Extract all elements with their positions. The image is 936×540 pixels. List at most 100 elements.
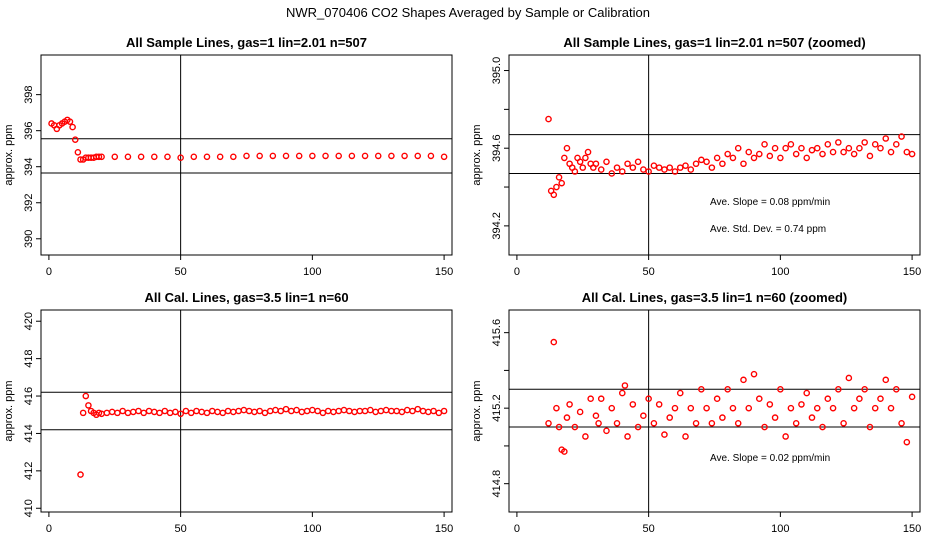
plot-frame — [508, 309, 921, 513]
data-point — [398, 408, 406, 416]
data-point — [319, 409, 327, 417]
data-point — [582, 154, 589, 162]
x-tick-label: 150 — [903, 266, 921, 278]
data-point — [435, 409, 443, 417]
data-point — [561, 448, 568, 455]
data-point — [597, 166, 605, 173]
y-tick-label: 396 — [23, 121, 35, 139]
data-point — [309, 406, 316, 414]
data-point — [576, 158, 584, 166]
plot-frame — [40, 54, 453, 256]
data-point — [563, 414, 571, 421]
data-point — [187, 409, 195, 417]
data-point — [792, 419, 800, 427]
data-point — [592, 160, 600, 168]
data-point — [713, 395, 721, 403]
data-point — [755, 395, 763, 403]
y-tick-label: 410 — [23, 499, 35, 517]
x-tick-label: 50 — [643, 266, 655, 278]
data-point — [372, 408, 379, 416]
data-point — [745, 404, 753, 412]
data-point — [287, 407, 295, 415]
data-point — [640, 166, 647, 173]
data-point — [98, 153, 105, 161]
data-point — [85, 402, 92, 409]
data-point — [235, 407, 242, 415]
data-point — [351, 408, 358, 416]
chart-panel-3: All Cal. Lines, gas=3.5 lin=1 n=60 0 50 100… — [3, 290, 453, 535]
data-point — [282, 405, 290, 413]
y-tick-label: 390 — [23, 230, 35, 248]
data-point — [861, 139, 868, 146]
y-tick-label: 414.8 — [491, 470, 503, 498]
data-point — [587, 395, 594, 403]
data-point — [792, 150, 800, 158]
y-tick-label: 415.6 — [491, 319, 503, 347]
data-point — [150, 153, 158, 161]
data-point — [555, 174, 563, 181]
x-tick-label: 100 — [771, 523, 789, 535]
data-point — [882, 376, 890, 384]
data-point — [761, 423, 768, 431]
data-point — [734, 419, 742, 427]
data-point — [561, 154, 568, 162]
data-point — [871, 404, 879, 412]
data-point — [361, 407, 369, 415]
data-point — [766, 152, 774, 160]
panel-title: All Cal. Lines, gas=3.5 lin=1 n=60 (zoom… — [582, 290, 848, 305]
data-point — [634, 158, 642, 166]
data-point — [650, 419, 658, 427]
data-point — [719, 160, 726, 168]
y-tick-label: 395.0 — [491, 57, 503, 85]
data-point — [698, 156, 705, 164]
data-point — [629, 164, 637, 171]
data-point — [708, 419, 716, 427]
y-tick-label: 394.2 — [491, 212, 503, 240]
x-tick-label: 100 — [771, 266, 789, 278]
data-point — [666, 414, 674, 421]
data-point — [613, 164, 621, 171]
x-tick-label: 100 — [303, 266, 321, 278]
data-point — [114, 409, 121, 417]
data-point — [156, 409, 163, 417]
data-point — [277, 407, 285, 415]
data-point — [877, 144, 884, 152]
data-point — [892, 385, 900, 393]
data-point — [345, 407, 353, 415]
data-point — [164, 153, 171, 161]
data-point — [356, 407, 364, 415]
data-point — [563, 144, 571, 152]
data-point — [361, 152, 369, 160]
data-point — [401, 152, 408, 160]
x-tick-label: 0 — [514, 266, 520, 278]
data-point — [137, 153, 145, 161]
data-point — [671, 168, 679, 175]
data-point — [182, 407, 190, 415]
data-point — [314, 407, 321, 415]
data-point — [655, 164, 663, 171]
y-tick-label: 414 — [23, 424, 35, 442]
data-point — [388, 407, 395, 415]
data-point — [208, 407, 216, 415]
data-point — [335, 407, 343, 415]
data-point — [309, 152, 316, 160]
data-point — [645, 395, 652, 403]
data-point — [621, 382, 629, 389]
annotation-text: Ave. Slope = 0.02 ppm/min — [710, 453, 830, 464]
data-point — [840, 148, 847, 156]
data-point — [882, 135, 890, 142]
data-point — [871, 141, 879, 148]
data-point — [666, 164, 674, 171]
y-tick-label: 418 — [23, 349, 35, 367]
data-point — [203, 153, 211, 161]
data-point — [766, 401, 774, 408]
data-point — [582, 433, 589, 440]
data-point — [77, 471, 84, 478]
data-point — [440, 153, 448, 161]
x-tick-label: 150 — [435, 523, 453, 535]
data-point — [856, 395, 863, 403]
x-tick-label: 50 — [175, 523, 187, 535]
data-point — [140, 409, 148, 417]
x-tick-label: 0 — [514, 523, 520, 535]
data-point — [877, 395, 884, 403]
